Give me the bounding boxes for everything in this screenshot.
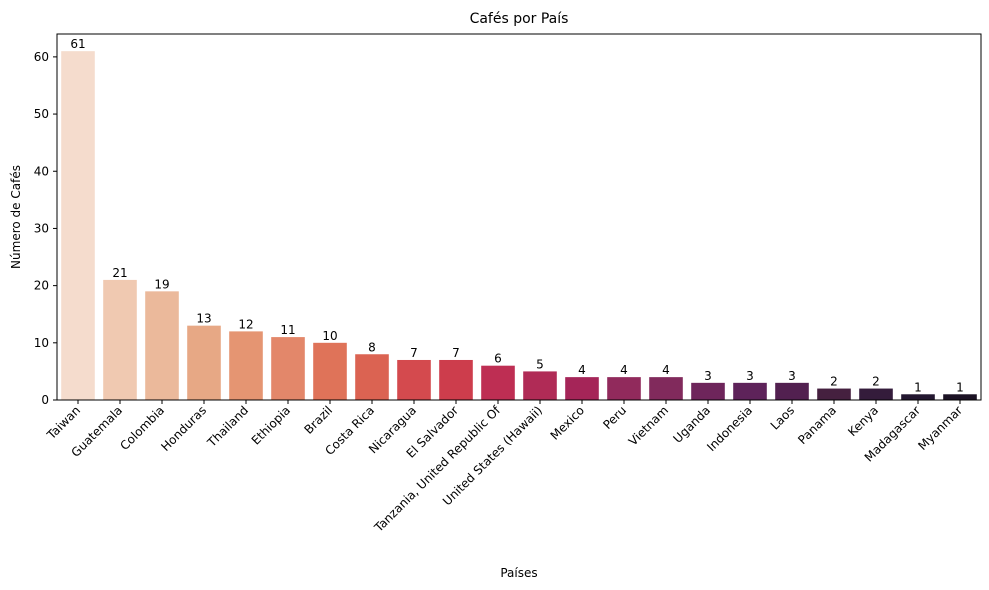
bar-value-label: 4	[620, 363, 628, 377]
y-tick-label: 50	[34, 107, 49, 121]
x-tick-label: Taiwan	[44, 403, 83, 442]
bar	[691, 382, 725, 400]
bar-value-label: 21	[112, 266, 127, 280]
bar-value-label: 4	[662, 363, 670, 377]
bar	[61, 51, 95, 400]
bar-value-label: 3	[746, 369, 754, 383]
y-axis-label: Número de Cafés	[9, 165, 23, 269]
x-tick-label: Ethiopia	[249, 403, 293, 447]
bar-value-label: 11	[280, 323, 295, 337]
y-tick-label: 0	[41, 393, 49, 407]
bar-value-label: 8	[368, 340, 376, 354]
bar-value-label: 1	[914, 380, 922, 394]
bar	[817, 388, 851, 400]
bar	[397, 359, 431, 400]
bar	[229, 331, 263, 401]
chart-title: Cafés por País	[470, 11, 569, 27]
bar-value-label: 3	[788, 369, 796, 383]
bar	[943, 394, 977, 400]
bar	[733, 382, 767, 400]
bar	[607, 377, 641, 401]
bar	[355, 354, 389, 400]
bar-value-label: 13	[196, 312, 211, 326]
x-tick-label: Brazil	[302, 403, 336, 437]
bar	[565, 377, 599, 401]
x-tick-label: Peru	[600, 403, 629, 432]
bar	[439, 359, 473, 400]
bar	[145, 291, 179, 400]
bar-value-label: 7	[452, 346, 460, 360]
bar-value-label: 4	[578, 363, 586, 377]
x-tick-label: Panama	[795, 403, 839, 447]
bar-value-label: 2	[872, 375, 880, 389]
plot-frame	[56, 33, 982, 401]
y-tick-label: 20	[34, 279, 49, 293]
bar-value-label: 12	[238, 317, 253, 331]
bar	[313, 342, 347, 400]
x-tick-label: Thailand	[204, 403, 251, 450]
bar	[103, 279, 137, 400]
bar	[775, 382, 809, 400]
x-tick-label: Uganda	[670, 403, 713, 446]
y-tick-label: 10	[34, 336, 49, 350]
bar	[271, 337, 305, 400]
bar-value-label: 1	[956, 380, 964, 394]
bar-value-label: 6	[494, 352, 502, 366]
x-axis: TaiwanGuatemalaColombiaHondurasThailandE…	[44, 400, 965, 535]
x-tick-label: Vietnam	[626, 403, 671, 448]
x-tick-label: Mexico	[548, 403, 588, 443]
bar	[859, 388, 893, 400]
bar-value-label: 19	[154, 277, 169, 291]
y-axis: 0 10 20 30 40 50 60	[34, 50, 57, 407]
bar-value-label: 10	[322, 329, 337, 343]
x-axis-label: Países	[500, 566, 537, 580]
x-tick-label: Honduras	[158, 403, 209, 454]
y-tick-label: 40	[34, 164, 49, 178]
bar-value-label: 61	[70, 37, 85, 51]
bar-value-label: 5	[536, 357, 544, 371]
x-tick-label: Laos	[768, 403, 797, 432]
bar-value-label: 7	[410, 346, 418, 360]
y-tick-label: 30	[34, 221, 49, 235]
x-tick-label: Kenya	[845, 403, 881, 439]
bar	[649, 377, 683, 401]
bar	[187, 325, 221, 400]
y-tick-label: 60	[34, 50, 49, 64]
x-tick-label: Myanmar	[915, 403, 965, 453]
bar-value-label: 3	[704, 369, 712, 383]
bar	[901, 394, 935, 400]
bar	[523, 371, 557, 400]
bar	[481, 365, 515, 400]
bar-value-label: 2	[830, 375, 838, 389]
x-tick-label: Indonesia	[704, 403, 755, 454]
